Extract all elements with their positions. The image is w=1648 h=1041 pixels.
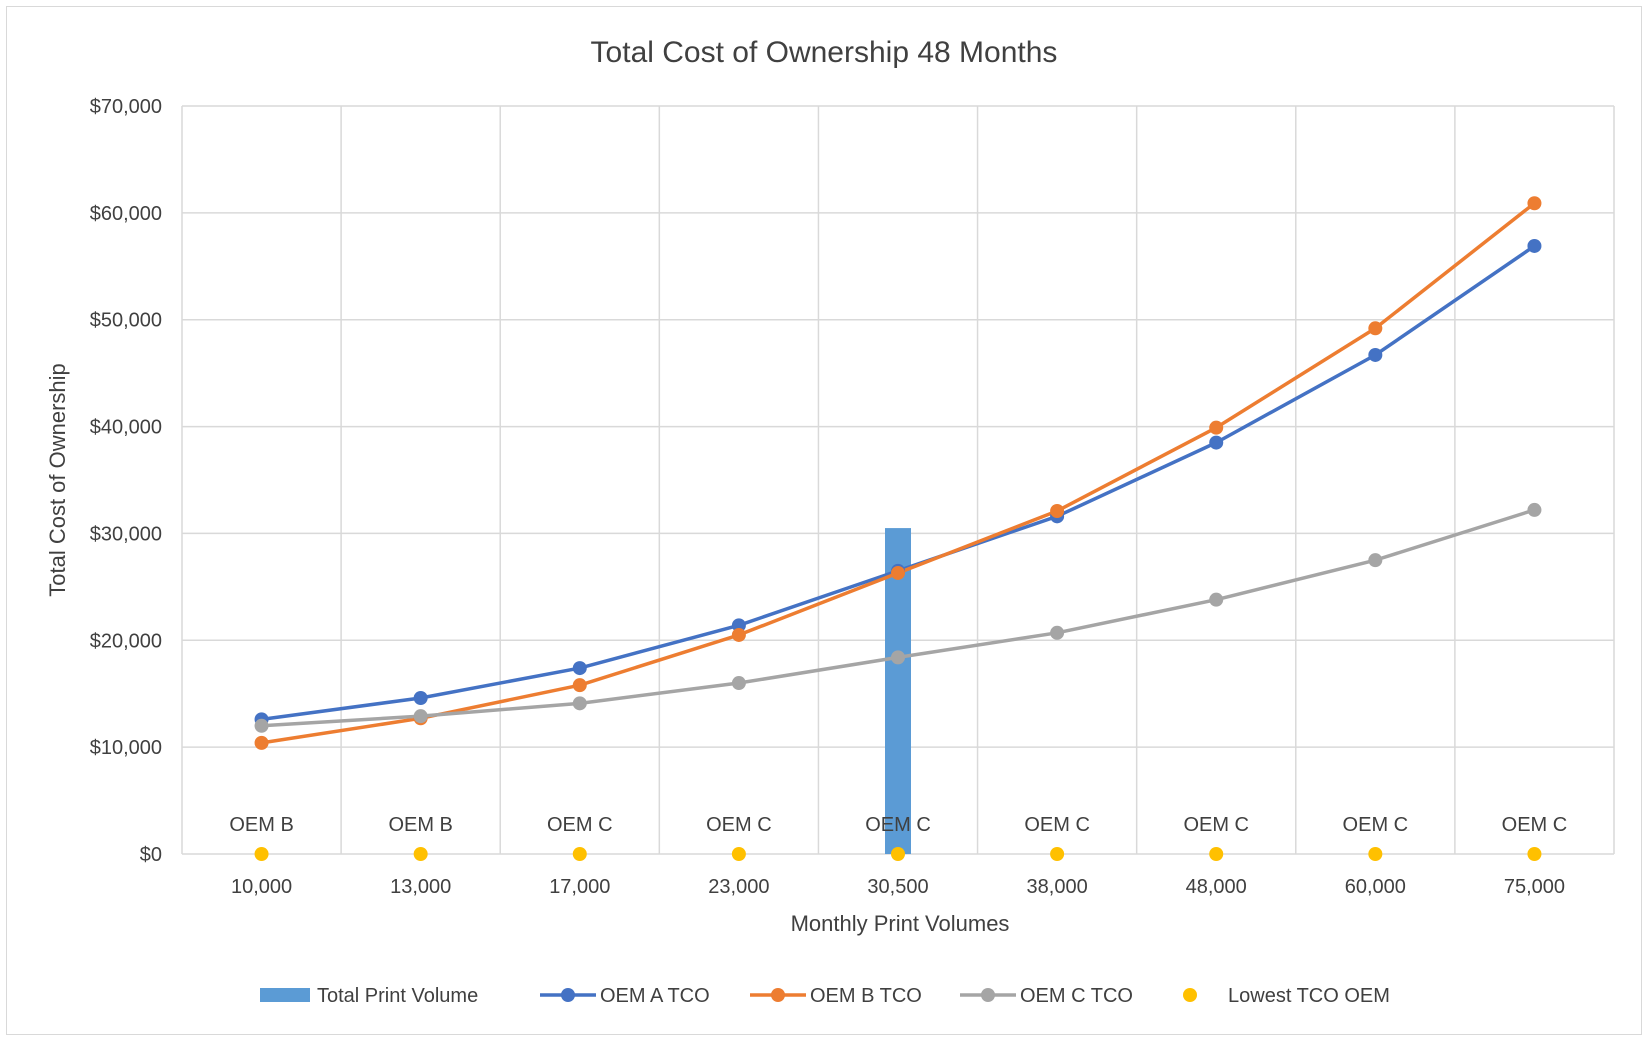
x-tick-label: 75,000 — [1504, 876, 1565, 898]
legend-swatch-marker — [771, 988, 785, 1002]
point-lowest-tco-oem — [1368, 847, 1383, 861]
point-oem-c-tco — [254, 718, 269, 733]
annotation-layer: OEM B OEM B OEM C OEM C OEM C OEM C OEM C OEM C… — [229, 814, 1567, 836]
point-oem-b-tco — [254, 735, 269, 750]
y-tick-label: $0 — [140, 844, 162, 866]
point-oem-c-tco — [1368, 553, 1383, 568]
point-oem-b-tco — [1368, 321, 1383, 336]
point-oem-c-tco — [572, 696, 587, 711]
x-tick-label: 30,500 — [867, 876, 928, 898]
data-label-lowest-tco-oem: OEM C — [1183, 814, 1249, 836]
point-oem-a-tco — [1209, 435, 1224, 450]
x-tick-label: 10,000 — [231, 876, 292, 898]
legend-label: OEM A TCO — [600, 985, 710, 1007]
legend-label: Lowest TCO OEM — [1228, 985, 1390, 1007]
chart-frame — [6, 6, 1642, 1035]
point-oem-b-tco — [1050, 503, 1065, 518]
bar-total-print-volume — [885, 528, 911, 854]
marker-layer — [254, 196, 1542, 861]
point-oem-b-tco — [1209, 420, 1224, 435]
point-oem-c-tco — [731, 676, 746, 691]
legend-swatch-marker — [561, 988, 575, 1002]
y-tick-label: $10,000 — [90, 737, 162, 759]
point-lowest-tco-oem — [254, 847, 269, 861]
legend-label: OEM B TCO — [810, 985, 922, 1007]
y-tick-label: $50,000 — [90, 310, 162, 332]
legend-swatch-marker — [1183, 988, 1197, 1002]
chart-title: Total Cost of Ownership 48 Months — [591, 36, 1058, 69]
data-label-lowest-tco-oem: OEM C — [1343, 814, 1409, 836]
point-oem-b-tco — [731, 627, 746, 642]
legend-label: Total Print Volume — [317, 985, 478, 1007]
x-axis-ticks: 10,000 13,000 17,000 23,000 30,500 38,000 48,0… — [231, 876, 1565, 898]
x-tick-label: 13,000 — [390, 876, 451, 898]
point-lowest-tco-oem — [1209, 847, 1224, 861]
legend-swatch — [260, 988, 310, 1002]
y-axis-ticks: $0 $10,000 $20,000 $30,000 $40,000 $50,000 $60… — [90, 96, 162, 866]
y-tick-label: $40,000 — [90, 417, 162, 439]
legend-swatch-marker — [981, 988, 995, 1002]
y-tick-label: $20,000 — [90, 630, 162, 652]
x-axis-title: Monthly Print Volumes — [791, 911, 1010, 936]
point-oem-b-tco — [572, 678, 587, 693]
point-oem-c-tco — [413, 709, 428, 724]
legend: Total Print Volume OEM A TCO OEM B TCO OEM … — [260, 985, 1390, 1007]
point-oem-a-tco — [731, 618, 746, 633]
x-tick-label: 38,000 — [1027, 876, 1088, 898]
point-oem-b-tco — [891, 565, 905, 580]
legend-label: OEM C TCO — [1020, 985, 1133, 1007]
y-tick-label: $60,000 — [90, 203, 162, 225]
point-oem-c-tco — [1209, 592, 1224, 607]
point-lowest-tco-oem — [731, 847, 746, 861]
y-axis-title: Total Cost of Ownership — [45, 363, 70, 597]
x-tick-label: 23,000 — [708, 876, 769, 898]
point-oem-c-tco — [1527, 502, 1542, 517]
point-oem-c-tco — [891, 650, 905, 665]
point-oem-a-tco — [413, 690, 428, 705]
x-tick-label: 17,000 — [549, 876, 610, 898]
data-label-lowest-tco-oem: OEM C — [547, 814, 613, 836]
point-lowest-tco-oem — [1527, 847, 1542, 861]
point-lowest-tco-oem — [1050, 847, 1065, 861]
bar-layer — [885, 528, 911, 854]
point-oem-a-tco — [572, 661, 587, 676]
data-label-lowest-tco-oem: OEM B — [229, 814, 293, 836]
point-oem-a-tco — [1527, 238, 1542, 253]
y-tick-label: $70,000 — [90, 96, 162, 118]
x-tick-label: 60,000 — [1345, 876, 1406, 898]
data-label-lowest-tco-oem: OEM C — [706, 814, 772, 836]
data-label-lowest-tco-oem: OEM C — [1502, 814, 1568, 836]
data-label-lowest-tco-oem: OEM C — [865, 814, 931, 836]
data-label-lowest-tco-oem: OEM B — [388, 814, 452, 836]
point-lowest-tco-oem — [572, 847, 587, 861]
point-oem-c-tco — [1050, 625, 1065, 640]
point-oem-b-tco — [1527, 196, 1542, 211]
point-lowest-tco-oem — [413, 847, 428, 861]
point-oem-a-tco — [1368, 347, 1383, 362]
point-lowest-tco-oem — [891, 847, 905, 861]
y-tick-label: $30,000 — [90, 523, 162, 545]
x-tick-label: 48,000 — [1186, 876, 1247, 898]
data-label-lowest-tco-oem: OEM C — [1024, 814, 1090, 836]
